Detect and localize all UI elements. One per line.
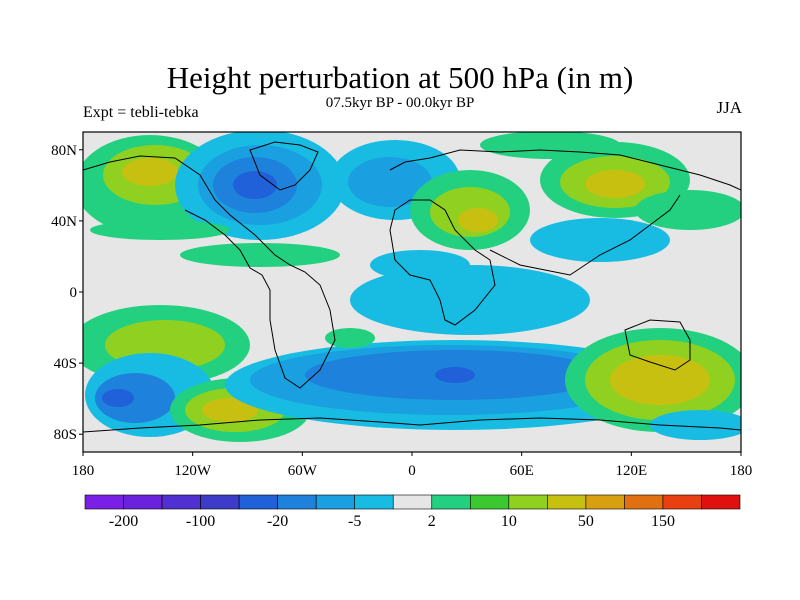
contour-region	[348, 157, 432, 207]
contour-region	[585, 170, 645, 198]
contour-region	[635, 190, 741, 230]
lon-tick-label: 0	[408, 463, 416, 479]
lon-tick-label: 180	[72, 463, 95, 479]
colorbar-swatch	[277, 494, 317, 510]
season-label: JJA	[716, 98, 742, 117]
colorbar-label: 10	[501, 513, 517, 530]
colorbar-label: -5	[348, 513, 361, 530]
colorbar-swatch	[392, 494, 433, 510]
lat-tick-label: 80N	[51, 143, 77, 159]
coastline-greenland	[249, 141, 319, 191]
coastline-asia-south	[489, 194, 681, 276]
colorbar-swatch	[238, 494, 278, 510]
colorbar-swatch	[84, 494, 124, 510]
coastline-africa	[389, 199, 496, 326]
colorbar: -200 -100 -20 -5 2 10 50 150	[84, 494, 741, 530]
contour-region	[530, 218, 670, 262]
latitude-axis: 80N 40N 0 40S 80S	[51, 143, 83, 443]
lat-tick-label: 40N	[51, 214, 77, 230]
contour-region	[370, 250, 470, 280]
coastline-antarctica	[83, 417, 741, 433]
colorbar-swatch	[315, 494, 356, 510]
colorbar-label: 50	[578, 513, 594, 530]
plot-subtitle: 07.5kyr BP - 00.0kyr BP	[325, 95, 475, 111]
colorbar-swatch	[469, 494, 510, 510]
colorbar-swatch	[701, 494, 741, 510]
contour-region	[350, 265, 590, 335]
lon-tick-label: 120W	[174, 463, 212, 479]
contour-region	[325, 328, 375, 348]
contour-region	[180, 243, 340, 267]
map-panel	[83, 132, 741, 452]
coastlines	[83, 141, 741, 433]
colorbar-swatch	[585, 494, 625, 510]
lon-tick-label: 120E	[615, 463, 647, 479]
contour-fills	[83, 132, 741, 442]
coastline-americas	[83, 155, 336, 389]
contour-region	[95, 373, 175, 423]
contour-region	[610, 355, 710, 405]
lon-tick-label: 60E	[510, 463, 534, 479]
contour-region	[122, 158, 178, 186]
contour-region	[458, 208, 498, 232]
lon-tick-label: 60W	[288, 463, 318, 479]
colorbar-swatch	[354, 494, 394, 510]
colorbar-label: 2	[428, 513, 436, 530]
colorbar-swatch	[662, 494, 702, 510]
colorbar-swatch	[624, 494, 664, 510]
contour-region	[650, 410, 741, 440]
contour-region	[435, 367, 475, 383]
colorbar-swatch	[547, 494, 587, 510]
contour-region	[90, 220, 230, 240]
lat-tick-label: 40S	[54, 356, 77, 372]
contour-region	[480, 132, 620, 159]
lat-tick-label: 0	[70, 285, 78, 301]
colorbar-label: -20	[267, 513, 288, 530]
colorbar-swatch	[508, 494, 548, 510]
plot-title: Height perturbation at 500 hPa (in m)	[166, 60, 634, 95]
coastline-eurasia-north	[389, 149, 741, 191]
colorbar-swatch	[200, 494, 240, 510]
colorbar-swatch	[431, 494, 471, 510]
colorbar-swatch	[161, 494, 201, 510]
coastline-australia	[624, 319, 691, 371]
colorbar-label: -100	[186, 513, 215, 530]
colorbar-label: -200	[109, 513, 138, 530]
longitude-axis: 180 120W 60W 0 60E 120E 180	[72, 452, 753, 479]
contour-region	[233, 171, 277, 199]
colorbar-swatch	[123, 494, 163, 510]
experiment-label: Expt = tebli-tebka	[83, 104, 199, 121]
contour-region	[102, 389, 134, 407]
lon-tick-label: 180	[730, 463, 753, 479]
contour-region	[202, 398, 258, 422]
lat-tick-label: 80S	[54, 427, 77, 443]
colorbar-label: 150	[651, 513, 675, 530]
